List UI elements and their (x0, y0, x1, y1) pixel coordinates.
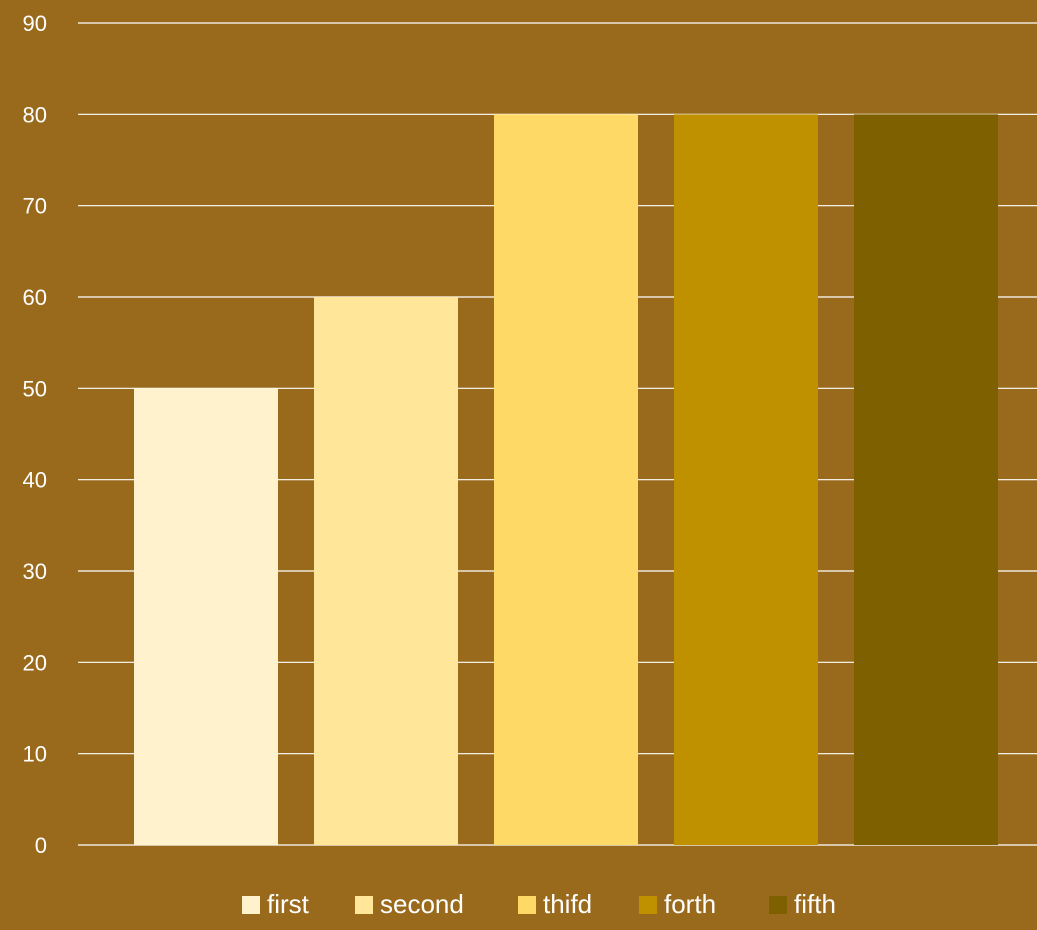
legend-item: second (355, 889, 464, 919)
legend-label: forth (664, 889, 716, 919)
legend-label: thifd (543, 889, 592, 919)
y-tick-label: 10 (23, 742, 47, 767)
y-tick-label: 60 (23, 285, 47, 310)
y-tick-label: 0 (35, 833, 47, 858)
legend-label: second (380, 889, 464, 919)
y-tick-label: 30 (23, 559, 47, 584)
legend-item: thifd (518, 889, 592, 919)
legend-label: fifth (794, 889, 836, 919)
legend-label: first (267, 889, 310, 919)
legend-swatch (242, 896, 260, 914)
bars (134, 114, 998, 846)
bar-thifd (494, 114, 638, 846)
y-tick-label: 20 (23, 650, 47, 675)
legend-item: fifth (769, 889, 836, 919)
legend-item: forth (639, 889, 716, 919)
bar-fifth (854, 114, 998, 846)
y-axis-ticks: 0 10 20 30 40 50 60 70 80 90 (23, 11, 47, 858)
legend: first second thifd forth fifth (242, 889, 836, 919)
legend-swatch (355, 896, 373, 914)
y-tick-label: 40 (23, 468, 47, 493)
bar-forth (674, 114, 818, 846)
legend-swatch (518, 896, 536, 914)
legend-swatch (769, 896, 787, 914)
y-tick-label: 80 (23, 102, 47, 127)
bar-second (314, 297, 458, 845)
y-tick-label: 50 (23, 376, 47, 401)
legend-item: first (242, 889, 310, 919)
y-tick-label: 70 (23, 194, 47, 219)
legend-swatch (639, 896, 657, 914)
y-tick-label: 90 (23, 11, 47, 36)
bar-first (134, 388, 278, 845)
